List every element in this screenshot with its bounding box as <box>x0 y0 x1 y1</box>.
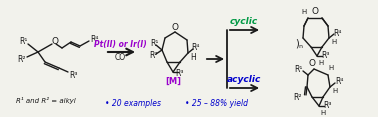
Text: R¹: R¹ <box>19 37 27 46</box>
Text: • 20 examples: • 20 examples <box>105 99 161 108</box>
Text: R²: R² <box>150 51 158 60</box>
Text: CO: CO <box>115 53 125 62</box>
Text: O: O <box>172 22 178 31</box>
Text: H: H <box>190 53 196 62</box>
Text: cyclic: cyclic <box>230 18 258 26</box>
Text: • 25 – 88% yield: • 25 – 88% yield <box>185 99 248 108</box>
Text: R¹ and R² = alkyl: R¹ and R² = alkyl <box>16 97 76 104</box>
Text: R⁴: R⁴ <box>333 29 341 38</box>
Text: O: O <box>51 38 59 46</box>
Text: H: H <box>301 9 307 15</box>
Text: H: H <box>332 39 337 45</box>
Text: R³: R³ <box>322 51 330 60</box>
Text: R³: R³ <box>176 68 184 77</box>
Text: [M]: [M] <box>165 77 181 86</box>
Text: O: O <box>311 7 319 16</box>
Text: H: H <box>318 60 324 66</box>
Text: R²: R² <box>18 55 26 64</box>
Text: R⁴: R⁴ <box>335 77 343 86</box>
Text: R³: R³ <box>324 101 332 110</box>
Text: R¹: R¹ <box>294 66 302 75</box>
Text: R⁴: R⁴ <box>90 35 98 44</box>
Text: n: n <box>298 44 302 49</box>
Text: R²: R² <box>294 93 302 102</box>
Text: acyclic: acyclic <box>227 75 261 84</box>
Text: H: H <box>321 110 325 116</box>
Text: H: H <box>328 65 334 71</box>
Text: R⁴: R⁴ <box>191 44 199 53</box>
Text: R³: R³ <box>69 71 77 79</box>
Text: ): ) <box>295 38 299 48</box>
Text: O: O <box>308 60 316 68</box>
Text: H: H <box>332 88 338 94</box>
Text: Pt(II) or Ir(I): Pt(II) or Ir(I) <box>94 40 146 49</box>
Text: R¹: R¹ <box>150 40 158 49</box>
